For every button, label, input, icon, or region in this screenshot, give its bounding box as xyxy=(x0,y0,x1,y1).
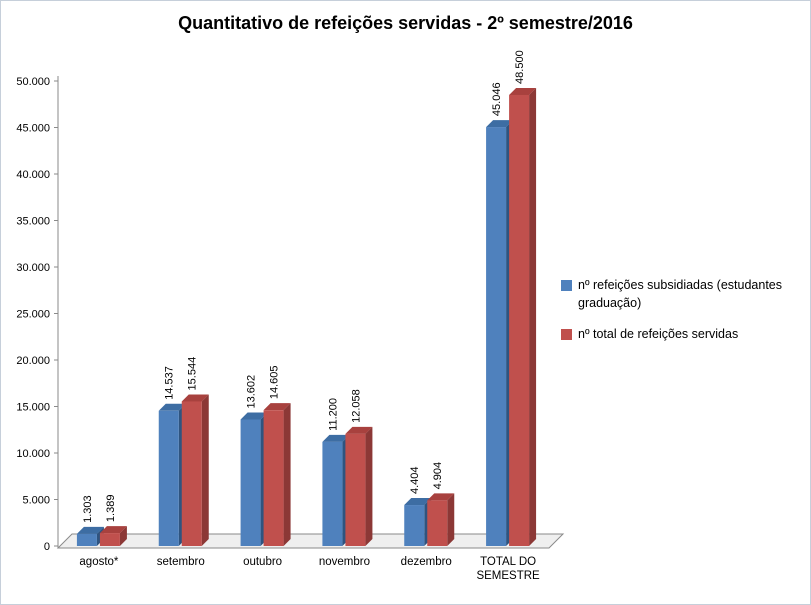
svg-text:4.404: 4.404 xyxy=(409,467,421,495)
svg-text:45.000: 45.000 xyxy=(16,123,50,135)
svg-text:novembro: novembro xyxy=(319,556,370,568)
svg-text:11.200: 11.200 xyxy=(327,398,339,431)
svg-text:outubro: outubro xyxy=(243,556,282,568)
legend-label-total: nº total de refeições servidas xyxy=(578,327,739,341)
legend-item-subsidiadas: nº refeições subsidiadas (estudantes gra… xyxy=(561,277,807,312)
svg-text:4.904: 4.904 xyxy=(432,462,444,490)
svg-text:dezembro: dezembro xyxy=(401,556,452,568)
svg-text:20.000: 20.000 xyxy=(16,355,50,367)
svg-text:15.000: 15.000 xyxy=(16,402,50,414)
svg-text:12.058: 12.058 xyxy=(350,389,362,423)
svg-text:35.000: 35.000 xyxy=(16,216,50,228)
svg-text:25.000: 25.000 xyxy=(16,309,50,321)
svg-text:14.537: 14.537 xyxy=(164,366,176,400)
legend-swatch-red xyxy=(561,329,572,340)
legend-label-subsidiadas: nº refeições subsidiadas (estudantes gra… xyxy=(578,278,782,310)
svg-text:14.605: 14.605 xyxy=(269,366,281,400)
svg-text:30.000: 30.000 xyxy=(16,262,50,274)
svg-text:10.000: 10.000 xyxy=(16,448,50,460)
svg-text:0: 0 xyxy=(44,541,50,553)
svg-text:48.500: 48.500 xyxy=(514,50,526,84)
legend: nº refeições subsidiadas (estudantes gra… xyxy=(561,277,807,344)
svg-text:setembro: setembro xyxy=(157,556,205,568)
legend-item-total: nº total de refeições servidas xyxy=(561,326,807,344)
svg-text:13.602: 13.602 xyxy=(246,375,258,409)
legend-swatch-blue xyxy=(561,280,572,291)
chart-title: Quantitativo de refeições servidas - 2º … xyxy=(178,13,633,33)
svg-text:5.000: 5.000 xyxy=(22,495,50,507)
svg-text:45.046: 45.046 xyxy=(491,82,503,116)
svg-text:40.000: 40.000 xyxy=(16,169,50,181)
svg-text:agosto*: agosto* xyxy=(79,556,119,568)
svg-text:TOTAL DO: TOTAL DO xyxy=(480,556,536,568)
svg-text:50.000: 50.000 xyxy=(16,76,50,88)
svg-text:15.544: 15.544 xyxy=(187,357,199,391)
svg-text:SEMESTRE: SEMESTRE xyxy=(476,570,540,582)
svg-text:1.303: 1.303 xyxy=(82,495,94,523)
svg-text:1.389: 1.389 xyxy=(105,495,117,523)
